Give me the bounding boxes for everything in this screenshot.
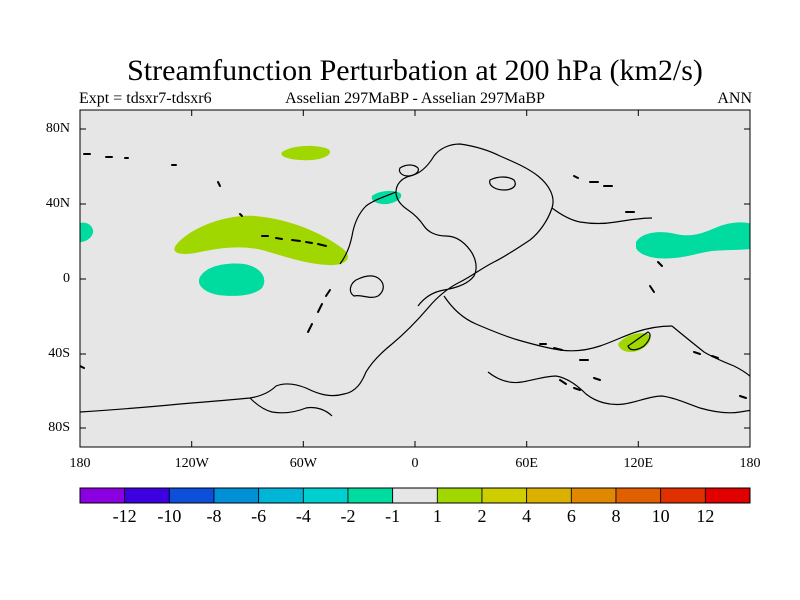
island-fragment-22 xyxy=(553,347,563,351)
season-label: ANN xyxy=(717,90,752,107)
colorbar-swatch xyxy=(570,487,617,504)
colorbar-swatch xyxy=(526,487,572,504)
island-fragment-9 xyxy=(291,239,301,242)
coastline-west-gondwana xyxy=(349,275,384,299)
island-fragment-10 xyxy=(305,241,313,244)
colorbar-label: -8 xyxy=(206,506,222,526)
axis-ticks xyxy=(80,110,750,447)
map-background xyxy=(80,110,750,447)
lat-label-0: 0 xyxy=(63,271,70,286)
island-fragment-24 xyxy=(693,351,701,355)
colorbar-swatch xyxy=(168,487,215,504)
coastlines xyxy=(80,143,750,417)
colorbar-swatch xyxy=(615,487,662,504)
island-fragment-26 xyxy=(80,365,85,369)
experiment-label: Expt = tdsxr7-tdsxr6 xyxy=(79,90,212,107)
colorbar-label: 4 xyxy=(522,506,532,526)
colorbar-swatch xyxy=(704,487,751,504)
colorbar-label: -6 xyxy=(251,506,267,526)
coastline-east-ridge xyxy=(671,325,750,377)
colorbar-label: 12 xyxy=(696,506,715,526)
anomaly-negative-central-pacific xyxy=(198,263,265,296)
lon-label-120e: 120E xyxy=(623,456,654,471)
colorbar-swatch xyxy=(258,487,304,504)
lat-label-40s: 40S xyxy=(48,346,70,361)
colorbar-swatch xyxy=(392,487,438,504)
lon-label-120w: 120W xyxy=(174,456,209,471)
island-fragment-13 xyxy=(317,303,323,313)
coastline-polar-fragment xyxy=(489,176,516,191)
island-fragment-30 xyxy=(593,377,601,381)
colorbar-swatch xyxy=(660,487,706,504)
anomaly-positive-polar-atlantic xyxy=(281,145,331,161)
lat-label-40n: 40N xyxy=(45,196,70,211)
anomaly-positive-north-pacific xyxy=(174,215,348,266)
island-fragment-20 xyxy=(649,285,655,293)
colorbar-label: -12 xyxy=(112,506,137,526)
island-fragments xyxy=(80,153,747,399)
colorbar-label: 1 xyxy=(432,506,442,526)
coastline-east-island xyxy=(627,331,651,351)
island-fragment-28 xyxy=(559,379,567,385)
island-fragment-12 xyxy=(325,289,331,297)
island-fragment-29 xyxy=(573,387,581,391)
colorbar xyxy=(79,487,751,504)
island-fragment-6 xyxy=(239,213,243,217)
colorbar-label: 2 xyxy=(477,506,487,526)
anomaly-negative-west-pacific xyxy=(80,222,94,242)
colorbar-label: -1 xyxy=(385,506,401,526)
island-fragment-25 xyxy=(711,355,719,359)
lon-label-60w: 60W xyxy=(289,456,317,471)
coastline-main-continent xyxy=(80,143,554,413)
coastline-southern-inlet xyxy=(249,397,333,417)
colorbar-swatch xyxy=(213,487,260,504)
colorbar-label: 10 xyxy=(651,506,670,526)
colorbar-swatch xyxy=(79,487,126,504)
island-fragment-19 xyxy=(657,261,663,267)
colorbar-swatch xyxy=(302,487,349,504)
lon-label-180e: 180 xyxy=(739,456,761,471)
lat-label-80s: 80S xyxy=(48,420,70,435)
colorbar-label: 8 xyxy=(611,506,621,526)
colorbar-label: -4 xyxy=(295,506,311,526)
lat-label-80n: 80N xyxy=(45,121,70,136)
island-fragment-5 xyxy=(217,181,221,187)
island-fragment-27 xyxy=(739,395,747,399)
lon-label-60e: 60E xyxy=(515,456,538,471)
colorbar-label: -10 xyxy=(157,506,182,526)
island-fragment-14 xyxy=(307,323,313,333)
plot-title: Streamfunction Perturbation at 200 hPa (… xyxy=(127,54,703,87)
island-fragment-8 xyxy=(275,237,283,240)
colorbar-swatches xyxy=(79,487,751,504)
lon-label-180w: 180 xyxy=(69,456,91,471)
colorbar-swatch xyxy=(481,487,528,504)
colorbar-label: -2 xyxy=(340,506,356,526)
anomaly-negative-north-atlantic xyxy=(371,190,402,205)
colorbar-frame xyxy=(79,487,751,504)
coastline-south-margin xyxy=(487,371,750,414)
colorbar-swatch xyxy=(124,487,170,504)
anomaly-negative-far-east xyxy=(636,222,750,259)
island-fragment-11 xyxy=(317,243,327,247)
colorbar-label: 6 xyxy=(566,506,576,526)
coastline-arctic-fragment xyxy=(398,164,419,177)
comparison-label: Asselian 297MaBP - Asselian 297MaBP xyxy=(285,90,545,107)
coastline-northern-arc xyxy=(339,191,397,265)
colorbar-swatch xyxy=(347,487,394,504)
coastline-tethys-edge xyxy=(551,207,653,225)
colorbar-swatch xyxy=(436,487,483,504)
lon-label-0: 0 xyxy=(411,456,419,471)
island-fragment-15 xyxy=(573,175,579,179)
